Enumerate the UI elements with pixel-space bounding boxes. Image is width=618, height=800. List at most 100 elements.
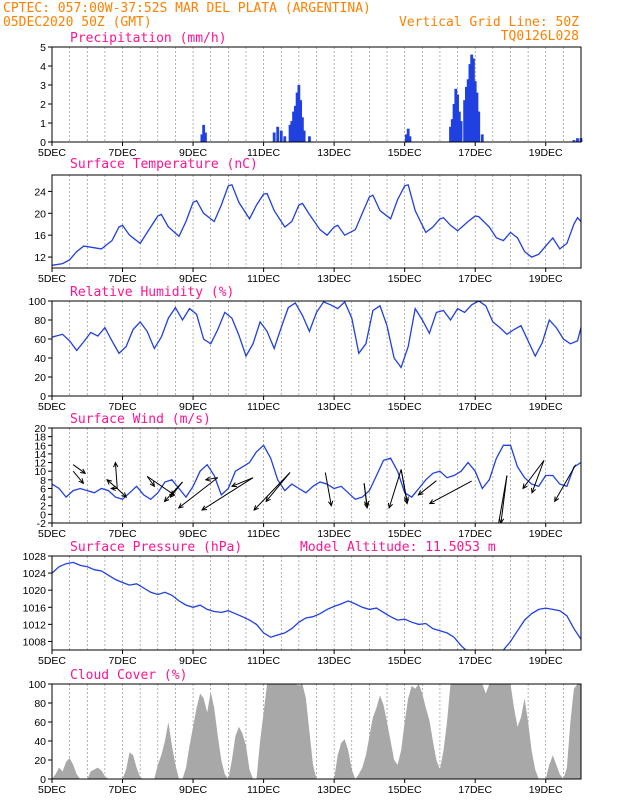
precip-bar [454,88,458,142]
precip-bar [463,100,467,142]
wind-vector-head [113,461,119,468]
precip-bar [449,126,452,142]
wind-vector-head [531,487,536,494]
precip-bar [302,130,306,142]
wind-vector [72,470,84,484]
y-tick-label-wind: 0 [40,509,46,521]
precip-bar [468,64,472,142]
precip-bar [452,104,456,142]
x-tick-label-pressure: 17DEC [458,655,492,667]
y-tick-label-humidity: 100 [28,296,46,308]
x-tick-label-precipitation: 15DEC [388,147,422,159]
y-tick-label-wind: 10 [34,466,46,478]
x-tick-label-precipitation: 5DEC [38,147,66,159]
title-cloud: Cloud Cover (%) [70,668,187,683]
panel-cloud: 0 20 40 60 80 100 5DEC 7DEC 9DEC 11DEC 13DEC 15DEC 1… [28,668,582,796]
wind-vector [106,479,118,489]
temperature-series-line [52,183,581,266]
y-tick-label-cloud: 80 [34,698,46,710]
wind-vector-head [363,503,370,510]
y-tick-label-pressure: 1024 [23,568,47,580]
x-tick-label-temperature: 7DEC [109,273,137,285]
wind-vector [178,477,219,509]
x-tick-label-cloud: 11DEC [247,784,280,796]
precip-bar [283,136,287,142]
wind-vector [146,476,155,487]
precip-bar [576,138,579,142]
precip-bar [308,136,311,142]
wind-vector [429,480,472,505]
wind-vector [388,469,402,509]
wind-vector-head [363,500,370,507]
wind-series-line [52,444,581,501]
panel-precipitation: 0 1 2 3 4 5 5DEC 7DEC 9DEC 11DEC 13DEC 15DEC 17DEC 19… [38,31,583,159]
y-tick-label-wind: 2 [40,501,46,513]
precip-bar [457,111,461,142]
y-tick-label-wind: -2 [37,518,46,530]
x-tick-label-cloud: 13DEC [317,784,351,796]
x-tick-label-wind: 11DEC [247,528,280,540]
y-tick-label-cloud: 40 [34,736,46,748]
precip-bar [572,140,576,142]
wind-vector [324,472,332,506]
y-tick-label-humidity: 60 [34,334,46,346]
y-tick-label-temperature: 16 [34,230,46,242]
y-tick-label-wind: 12 [34,458,46,470]
wind-vector-head [121,492,128,498]
x-tick-label-precipitation: 11DEC [247,147,280,159]
y-tick-label-precipitation: 0 [40,137,46,149]
precip-bar [480,134,484,142]
title-temperature: Surface Temperature (nC) [70,157,258,172]
x-tick-label-humidity: 9DEC [179,401,207,413]
wind-vector-head [554,496,560,503]
wind-vector [363,483,368,506]
precip-bar [200,134,204,142]
header-model: TQ0126L028 [501,29,579,44]
wind-vector-head [522,483,528,490]
precip-bar [470,54,474,142]
wind-vector-head [327,500,334,507]
annotation-pressure: Model Altitude: 11.5053 m [300,540,496,555]
y-tick-label-pressure: 1028 [23,551,47,563]
precip-bar [450,119,454,142]
y-tick-label-humidity: 20 [34,372,46,384]
x-tick-label-humidity: 5DEC [38,401,66,413]
x-tick-label-temperature: 5DEC [38,273,66,285]
y-tick-label-pressure: 1008 [23,636,47,648]
x-tick-label-cloud: 19DEC [529,784,563,796]
x-tick-label-temperature: 13DEC [317,273,351,285]
frame-pressure [51,555,582,651]
wind-vector [531,460,545,493]
y-tick-label-temperature: 24 [34,186,46,198]
wind-vector [164,481,183,502]
x-tick-label-wind: 15DEC [388,528,422,540]
y-tick-label-wind: 18 [34,432,46,444]
wind-vector [522,460,545,489]
title-wind: Surface Wind (m/s) [70,412,211,427]
wind-vector-head [253,505,259,511]
header-run-time: 05DEC2020 50Z (GMT) [3,15,152,30]
x-tick-label-humidity: 11DEC [247,401,280,413]
x-tick-label-pressure: 7DEC [109,655,137,667]
y-tick-label-wind: 14 [34,449,46,461]
x-tick-label-temperature: 11DEC [247,273,280,285]
wind-vector [116,488,127,498]
x-tick-label-wind: 17DEC [458,528,492,540]
wind-vector [114,462,118,489]
x-tick-label-wind: 19DEC [529,528,563,540]
wind-vector [500,475,508,523]
header-station: CPTEC: 057:00W-37:52S MAR DEL PLATA (ARG… [3,1,371,16]
x-tick-label-precipitation: 19DEC [529,147,563,159]
wind-vector-head [230,482,238,488]
y-tick-label-wind: 16 [34,440,46,452]
precip-bar [299,100,303,142]
y-tick-label-wind: 8 [40,475,46,487]
wind-vector-head [498,518,505,523]
precip-bar [297,85,301,142]
y-tick-label-precipitation: 2 [40,99,46,111]
precip-bar [406,128,410,142]
x-tick-label-pressure: 9DEC [179,655,207,667]
wind-vector [554,464,577,502]
wind-vector-head [149,481,156,488]
